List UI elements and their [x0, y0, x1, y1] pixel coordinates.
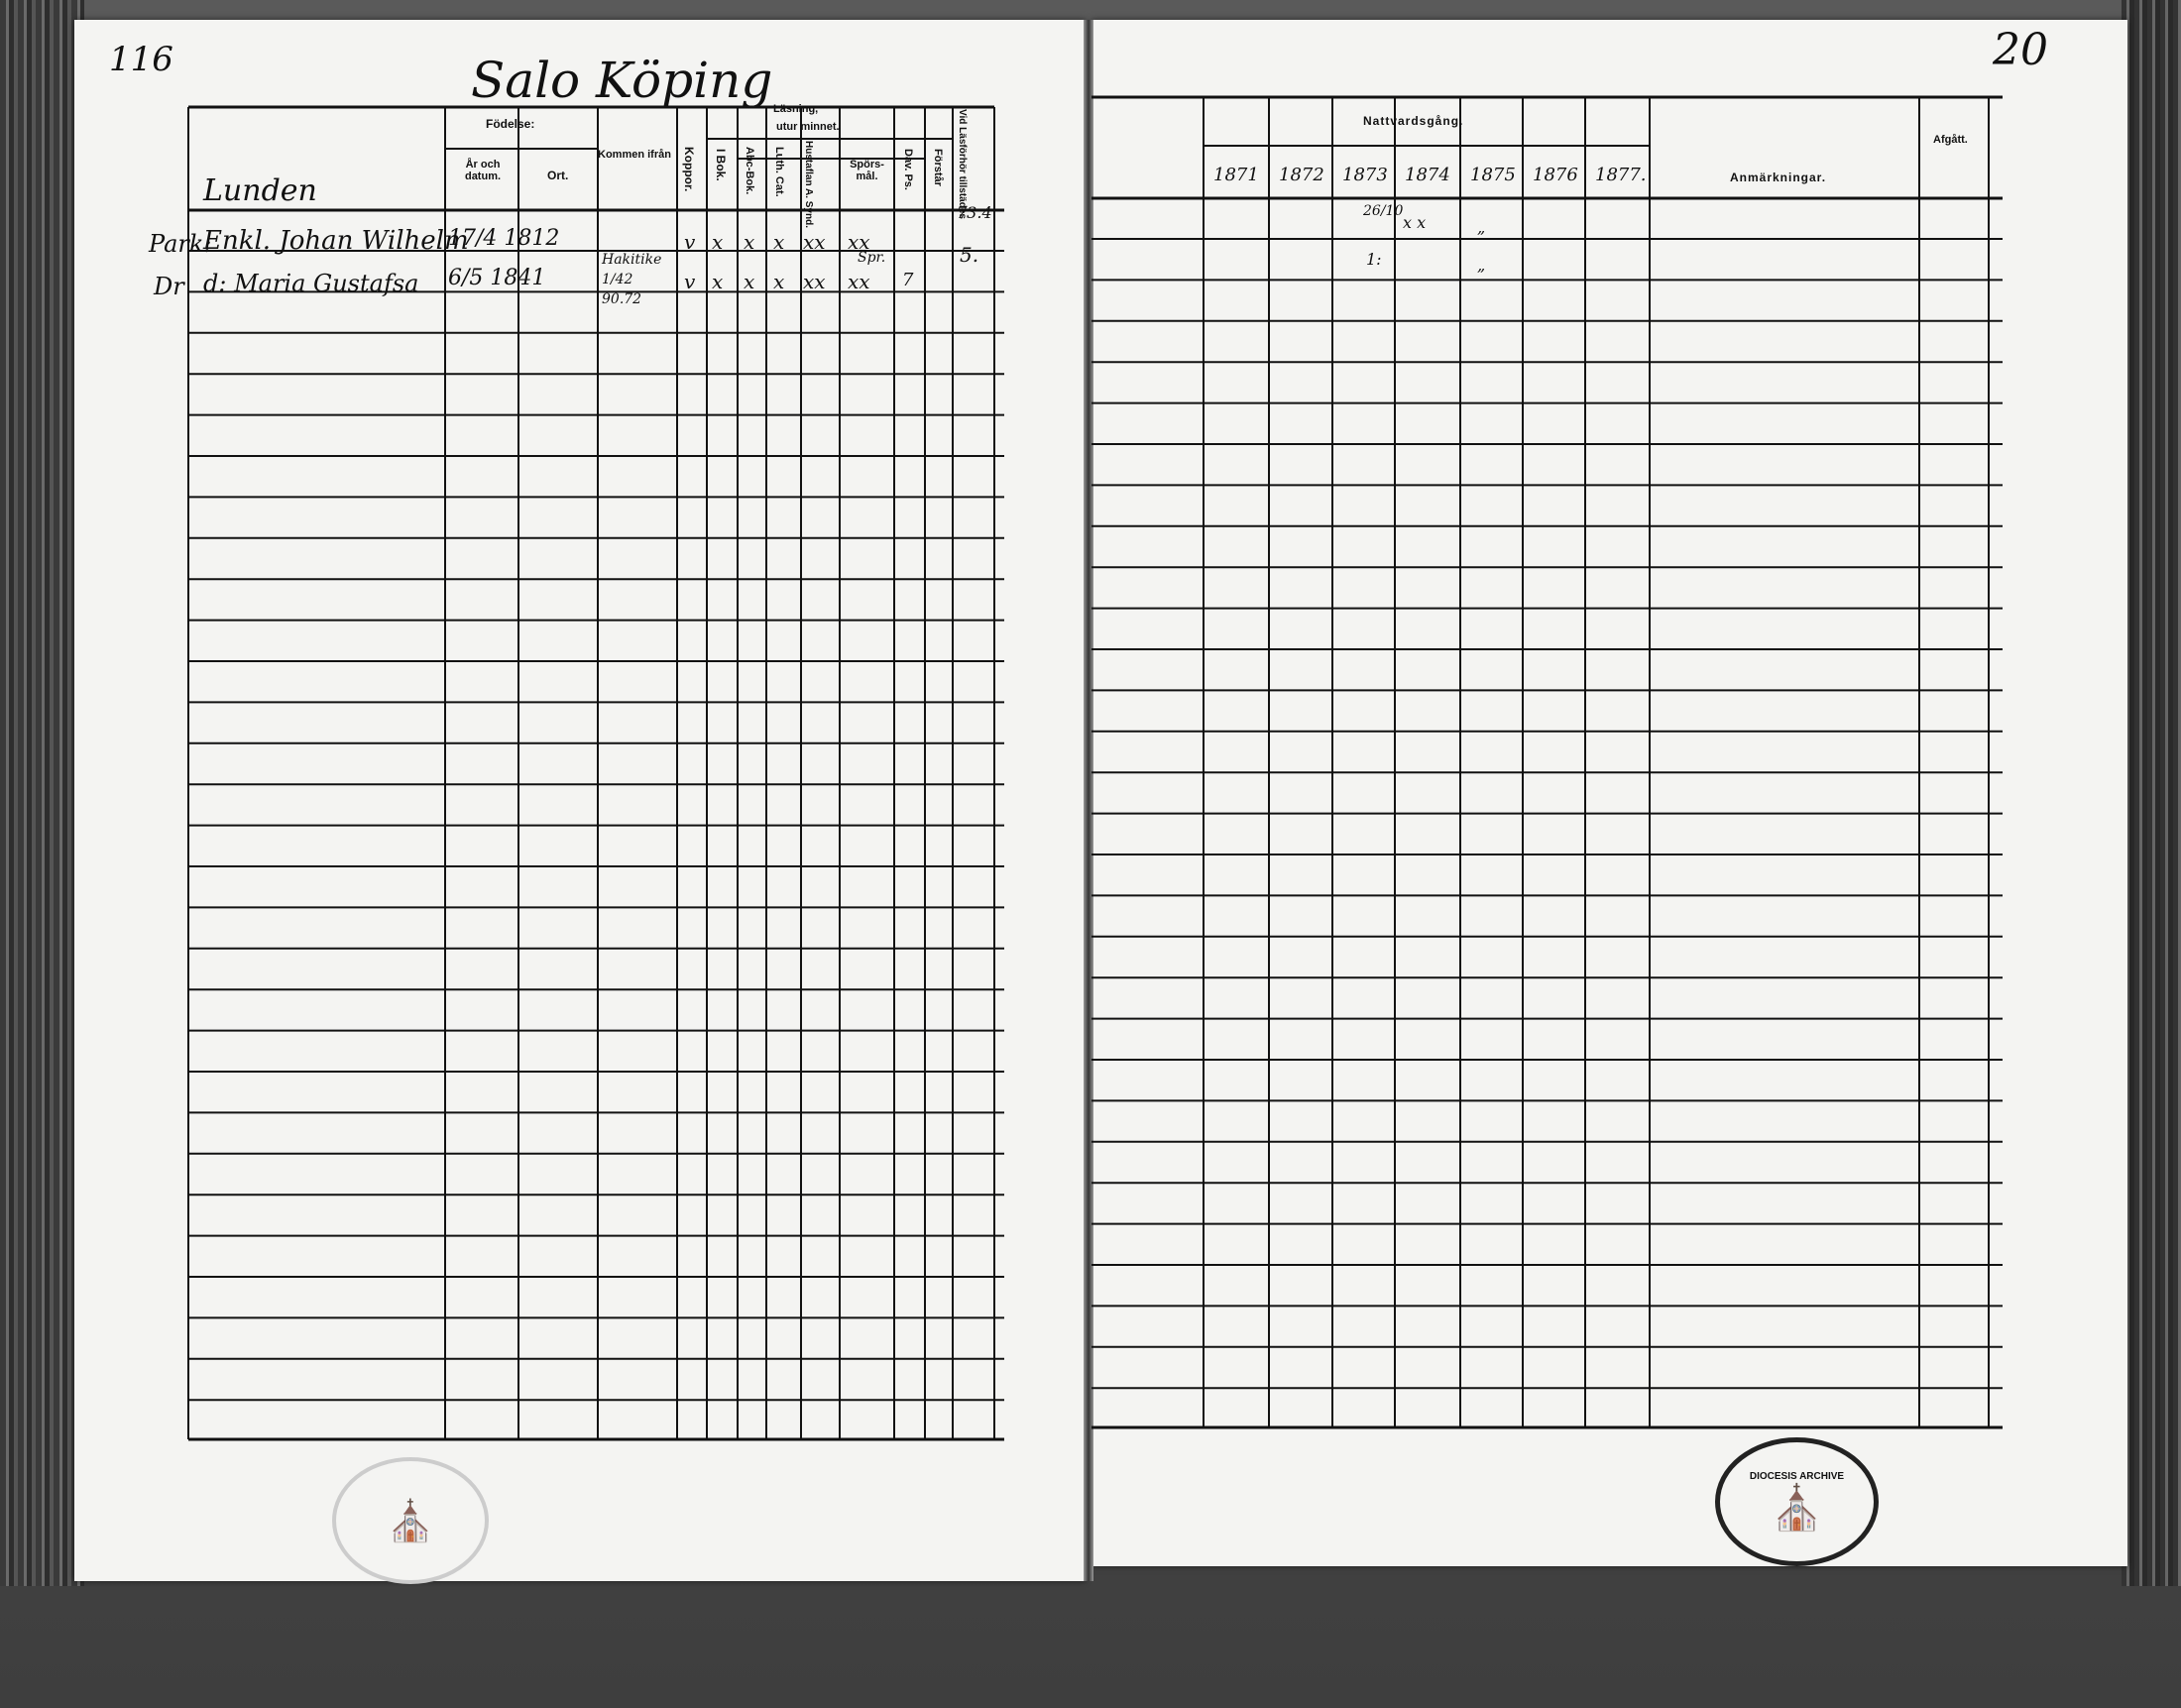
book-edge-right — [2122, 0, 2181, 1586]
entry-1-koppor: v — [684, 230, 696, 254]
left-page — [74, 20, 1086, 1581]
header-abc-bok: Abc-Bok. — [744, 147, 755, 195]
entry-2-dav-ps: 7 — [902, 270, 914, 290]
right-page — [1091, 20, 2127, 1566]
year-header-3: 1874 — [1405, 165, 1450, 185]
entry-1-abc-bok: x — [744, 230, 755, 254]
page-number-right: 20 — [1993, 25, 2048, 75]
header-vid-lasforhor: Vid Läsförhör tillstädes — [957, 109, 968, 219]
stamp-text: DIOCESIS ARCHIVE — [1749, 1470, 1845, 1482]
entry-2-name: d: Maria Gustafsa — [203, 270, 419, 297]
entry-1-1875: „ — [1477, 218, 1486, 237]
entry-1-birth: 17/4 1812 — [448, 226, 560, 251]
header-afgatt: Afgått. — [1933, 134, 1968, 146]
entry-2-birth: 6/5 1841 — [448, 266, 546, 290]
header-kommen-ifran: Kommen ifrån — [598, 149, 671, 161]
entry-2-came-from: Hakitike 1/42 90.72 — [602, 252, 662, 307]
entry-2-hustaflan: xx — [803, 270, 826, 293]
entry-1-i-bok: x — [712, 230, 724, 254]
year-header-6: 1877. — [1595, 165, 1647, 185]
entry-2-sporsmal: xx — [848, 270, 870, 293]
entry-1-hustaflan: xx — [803, 230, 826, 254]
header-i-bok: I Bok. — [714, 149, 728, 181]
header-utur-minnet: utur minnet. — [776, 121, 840, 133]
year-header-1: 1872 — [1279, 165, 1324, 185]
entry-2-luth-cat: x — [773, 270, 785, 293]
entry-2-i-bok: x — [712, 270, 724, 293]
entry-2-1873: 1: — [1366, 250, 1382, 269]
archive-stamp: DIOCESIS ARCHIVE ⛪ — [1715, 1437, 1879, 1566]
faded-archive-stamp: ⛪ — [332, 1457, 489, 1584]
household-label: Lunden — [203, 173, 317, 208]
entry-1-1874: x x — [1403, 213, 1427, 232]
page-number-left: 116 — [109, 40, 173, 79]
header-fodelse: Födelse: — [486, 117, 535, 131]
entry-1-name: Enkl. Johan Wilhelm — [203, 226, 469, 256]
year-header-5: 1876 — [1533, 165, 1578, 185]
header-sporsmal: Spörs-mål. — [850, 159, 884, 182]
entry-1-lasforhor-top: 73.4 — [957, 203, 992, 222]
header-nattvardsgang: Nattvardsgång. — [1363, 114, 1464, 128]
entry-2-margin: Dr — [154, 273, 184, 300]
header-koppor: Koppor. — [682, 147, 696, 192]
header-dav-ps: Dav. Ps. — [902, 149, 914, 190]
entry-2-sporsmal-note: Spr. — [858, 250, 886, 266]
entry-1-luth-cat: x — [773, 230, 785, 254]
entry-2-1875: „ — [1477, 256, 1486, 275]
church-icon: ⛪ — [386, 1499, 435, 1543]
year-header-0: 1871 — [1213, 165, 1259, 185]
entry-1-lasforhor: 5. — [960, 243, 979, 267]
church-icon: ⛪ — [1770, 1483, 1824, 1533]
header-lasning: Läsning, — [773, 103, 819, 115]
book-edge-left — [0, 0, 84, 1586]
header-anmarkningar: Anmärkningar. — [1730, 171, 1827, 184]
year-header-2: 1873 — [1342, 165, 1388, 185]
header-luth-cat: Luth. Cat. — [773, 147, 785, 197]
entry-2-koppor: v — [684, 270, 696, 293]
entry-1-margin: Park: — [149, 230, 212, 258]
year-header-4: 1875 — [1470, 165, 1516, 185]
header-ort: Ort. — [547, 169, 569, 182]
header-hustaflan: Hustaflan A. Synd. — [803, 141, 814, 228]
parish-heading: Salo Köping — [471, 52, 773, 109]
entry-1-sporsmal: xx — [848, 230, 870, 254]
header-forstar: Förstår — [932, 149, 944, 186]
book-gutter — [1084, 20, 1093, 1581]
entry-1-1873: 26/10 — [1363, 203, 1404, 219]
entry-2-abc-bok: x — [744, 270, 755, 293]
header-ar-och-datum: År och datum. — [464, 159, 502, 182]
